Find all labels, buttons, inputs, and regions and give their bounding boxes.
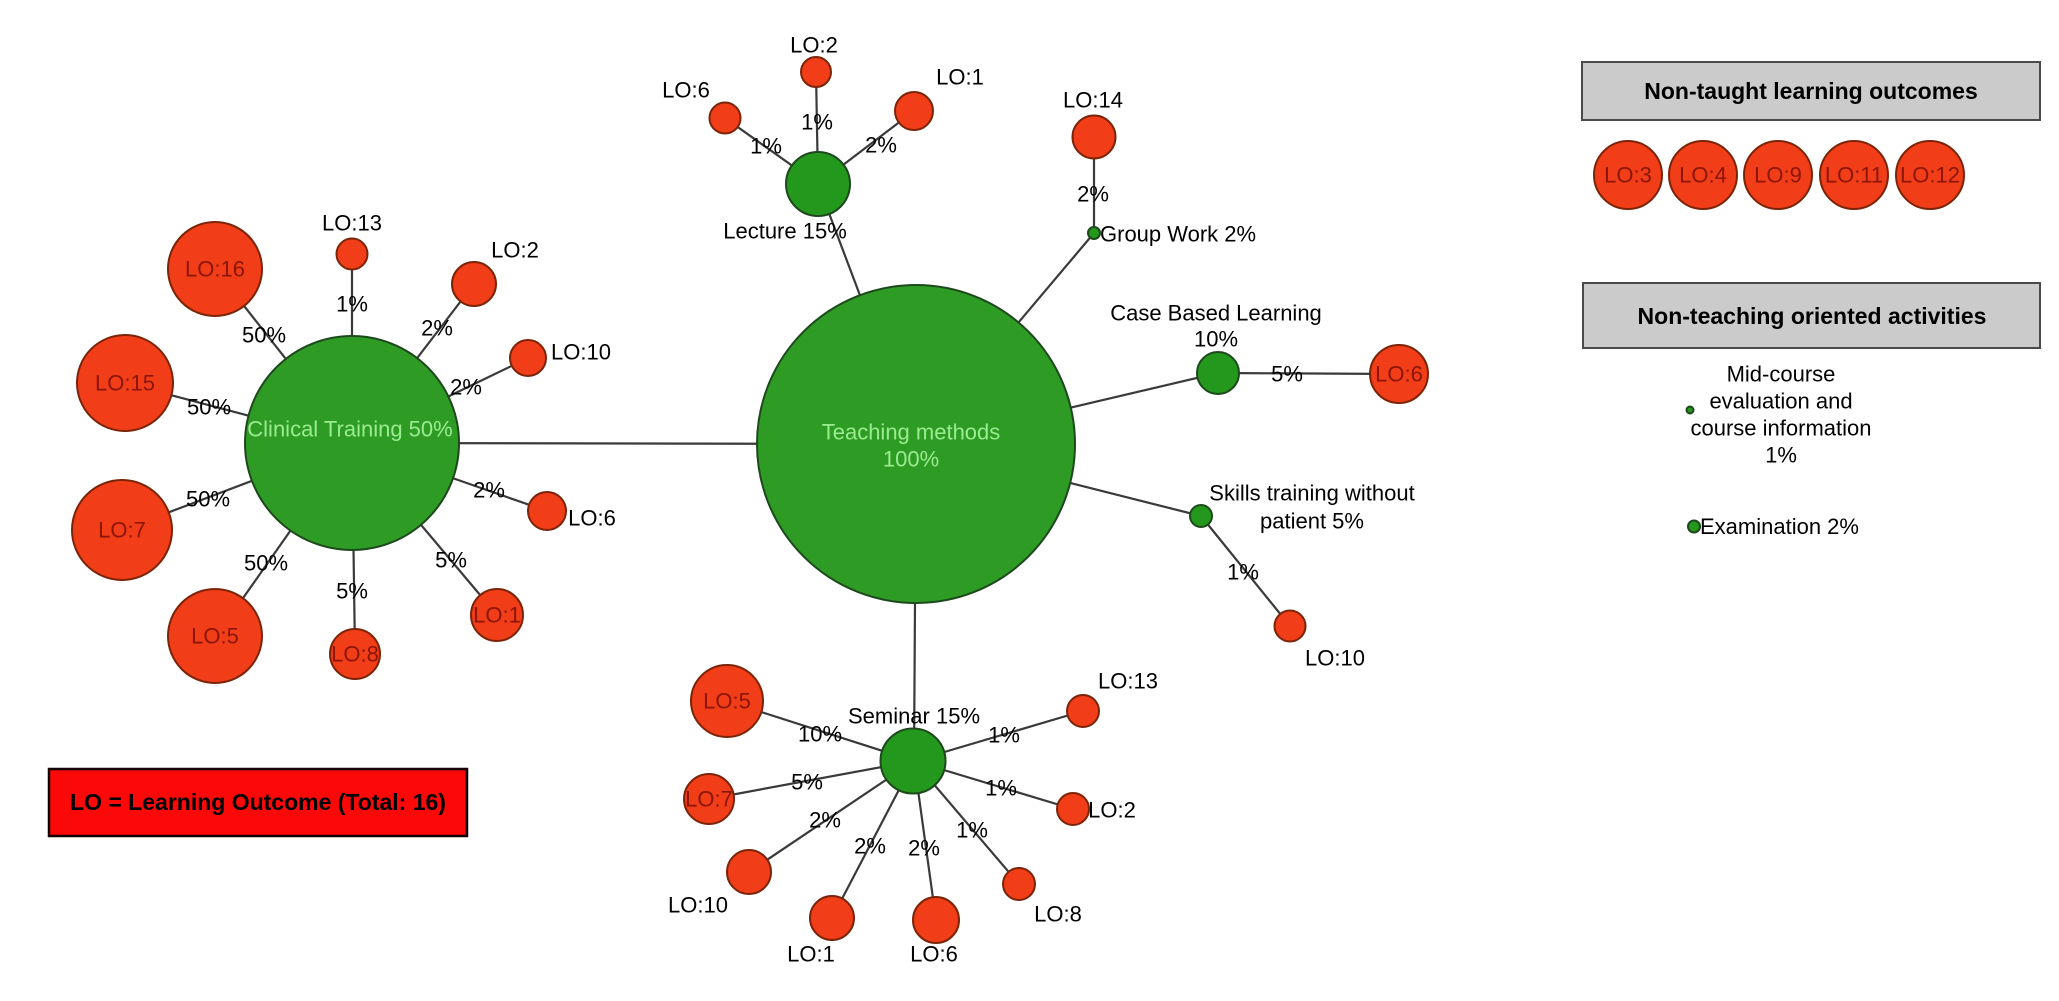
svg-text:LO:10: LO:10 (668, 893, 728, 918)
svg-text:50%: 50% (242, 323, 286, 348)
svg-text:1%: 1% (750, 134, 782, 159)
svg-text:5%: 5% (791, 770, 823, 795)
svg-text:LO:6: LO:6 (910, 942, 958, 967)
svg-text:Examination 2%: Examination 2% (1700, 514, 1859, 539)
svg-text:Seminar 15%: Seminar 15% (848, 704, 980, 729)
svg-text:Case Based Learning: Case Based Learning (1110, 301, 1322, 326)
svg-text:50%: 50% (186, 487, 230, 512)
svg-text:2%: 2% (421, 316, 453, 341)
svg-text:LO:6: LO:6 (1375, 362, 1423, 387)
svg-text:LO = Learning Outcome (Total:: LO = Learning Outcome (Total: 16) (70, 789, 446, 815)
svg-text:Clinical Training 50%: Clinical Training 50% (247, 417, 452, 442)
svg-text:1%: 1% (336, 292, 368, 317)
svg-text:LO:15: LO:15 (95, 371, 155, 396)
svg-text:Teaching methods: Teaching methods (822, 420, 1001, 445)
svg-text:LO:6: LO:6 (662, 78, 710, 103)
svg-text:Lecture 15%: Lecture 15% (723, 219, 847, 244)
svg-text:1%: 1% (1227, 560, 1259, 585)
svg-text:course information: course information (1691, 416, 1872, 441)
svg-text:Mid-course: Mid-course (1727, 362, 1836, 387)
svg-text:LO:11: LO:11 (1825, 163, 1883, 188)
svg-text:LO:7: LO:7 (685, 787, 733, 812)
svg-text:10%: 10% (1194, 327, 1238, 352)
svg-text:5%: 5% (1271, 362, 1303, 387)
svg-text:LO:16: LO:16 (185, 257, 245, 282)
svg-text:50%: 50% (244, 551, 288, 576)
svg-text:2%: 2% (809, 808, 841, 833)
svg-text:patient 5%: patient 5% (1260, 509, 1364, 534)
svg-text:1%: 1% (988, 723, 1020, 748)
svg-text:LO:5: LO:5 (191, 624, 239, 649)
svg-text:LO:10: LO:10 (1305, 646, 1365, 671)
svg-text:Non-teaching oriented activiti: Non-teaching oriented activities (1638, 303, 1987, 329)
svg-text:LO:12: LO:12 (1900, 163, 1960, 188)
svg-text:LO:4: LO:4 (1679, 163, 1727, 188)
svg-text:50%: 50% (187, 395, 231, 420)
svg-text:Group Work 2%: Group Work 2% (1100, 222, 1256, 247)
svg-text:LO:13: LO:13 (322, 211, 382, 236)
svg-text:LO:8: LO:8 (331, 642, 379, 667)
svg-text:LO:13: LO:13 (1098, 669, 1158, 694)
svg-text:LO:14: LO:14 (1063, 88, 1123, 113)
svg-text:2%: 2% (1077, 182, 1109, 207)
svg-text:LO:2: LO:2 (1088, 798, 1136, 823)
svg-text:Non-taught learning outcomes: Non-taught learning outcomes (1644, 78, 1978, 104)
svg-text:LO:6: LO:6 (568, 506, 616, 531)
svg-text:LO:3: LO:3 (1604, 163, 1652, 188)
svg-text:LO:1: LO:1 (473, 603, 521, 628)
svg-text:LO:9: LO:9 (1754, 163, 1802, 188)
svg-text:LO:7: LO:7 (98, 518, 146, 543)
svg-text:1%: 1% (1765, 443, 1797, 468)
svg-text:100%: 100% (883, 447, 939, 472)
svg-text:1%: 1% (985, 776, 1017, 801)
svg-text:5%: 5% (336, 579, 368, 604)
svg-text:LO:8: LO:8 (1034, 902, 1082, 927)
svg-text:Skills training without: Skills training without (1209, 481, 1414, 506)
svg-text:2%: 2% (908, 836, 940, 861)
svg-text:1%: 1% (956, 818, 988, 843)
svg-text:LO:2: LO:2 (790, 33, 838, 58)
svg-text:LO:1: LO:1 (787, 942, 835, 967)
svg-text:LO:5: LO:5 (703, 689, 751, 714)
svg-text:2%: 2% (865, 133, 897, 158)
svg-text:LO:1: LO:1 (936, 65, 984, 90)
svg-text:10%: 10% (798, 722, 842, 747)
svg-text:2%: 2% (854, 834, 886, 859)
svg-text:LO:10: LO:10 (551, 340, 611, 365)
svg-text:evaluation and: evaluation and (1709, 389, 1852, 414)
svg-text:2%: 2% (473, 478, 505, 503)
svg-text:2%: 2% (450, 375, 482, 400)
svg-text:1%: 1% (801, 110, 833, 135)
svg-text:LO:2: LO:2 (491, 238, 539, 263)
svg-text:5%: 5% (435, 548, 467, 573)
